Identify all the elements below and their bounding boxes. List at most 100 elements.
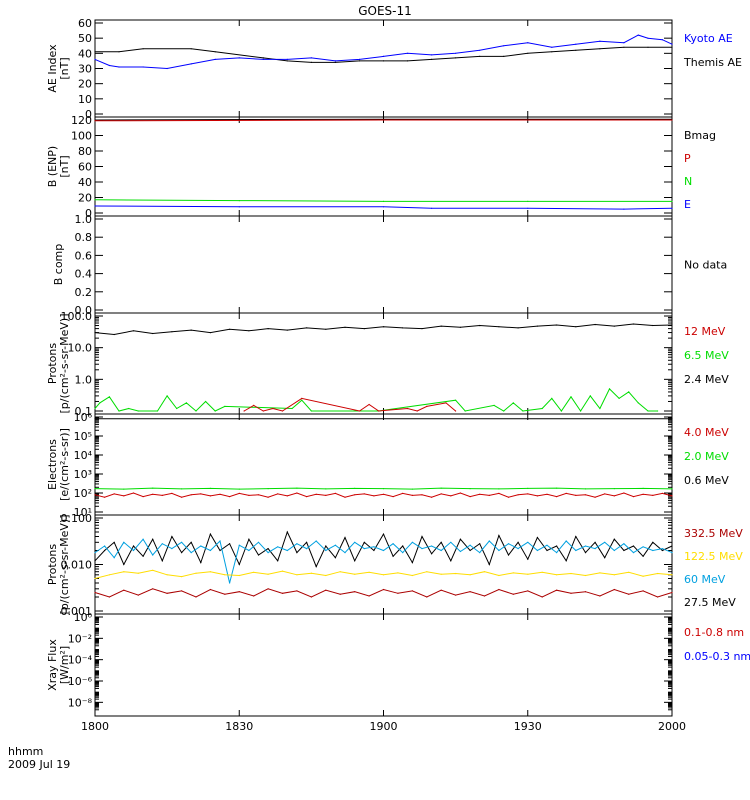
y-axis-label: Protons	[46, 544, 59, 585]
data-point	[411, 494, 413, 496]
data-point	[296, 492, 298, 494]
data-point	[142, 555, 144, 557]
data-point	[152, 332, 154, 335]
data-point	[267, 588, 269, 590]
data-point	[565, 540, 567, 542]
data-point	[354, 560, 356, 562]
data-point	[440, 541, 442, 543]
data-point	[618, 397, 620, 399]
data-point	[219, 493, 221, 495]
data-point	[190, 329, 192, 331]
data-point	[334, 544, 336, 546]
data-point	[632, 552, 635, 554]
data-point	[113, 493, 115, 495]
data-point	[556, 552, 558, 554]
data-point	[426, 596, 428, 598]
legend-entry: 332.5 MeV	[684, 527, 743, 540]
data-point	[306, 541, 308, 543]
data-point	[402, 327, 404, 329]
data-point	[479, 493, 481, 495]
data-point	[123, 571, 125, 573]
data-point	[671, 488, 673, 490]
y-tick-label: 10¹	[74, 506, 92, 519]
data-point	[556, 545, 558, 547]
y-tick-label: 1.0	[75, 373, 93, 386]
data-point	[195, 572, 197, 574]
legend-entry: 4.0 MeV	[684, 426, 729, 439]
data-point	[267, 552, 269, 554]
data-point	[440, 589, 442, 591]
chart-title: GOES-11	[358, 4, 412, 18]
data-point	[118, 66, 120, 68]
data-point	[637, 402, 639, 404]
y-tick-label: 100.0	[61, 310, 93, 323]
data-point	[642, 546, 644, 548]
data-point	[642, 575, 644, 577]
data-point	[392, 543, 394, 545]
data-point	[181, 488, 183, 490]
data-point	[488, 494, 490, 496]
data-point	[132, 549, 135, 552]
data-point	[661, 549, 664, 552]
data-point	[599, 407, 601, 410]
data-point	[382, 60, 385, 62]
data-point	[551, 51, 553, 53]
data-point	[373, 546, 375, 548]
data-point	[536, 549, 539, 552]
data-point	[94, 560, 96, 562]
data-point	[575, 535, 577, 538]
data-point	[358, 410, 361, 412]
data-point	[584, 552, 587, 554]
data-point	[94, 120, 96, 122]
panel-ae: 0 10 20 30 40 50 60 AE Index [nT] Kyoto AE Themis …	[46, 17, 742, 121]
series-line-kyoto-ae	[94, 34, 673, 70]
data-point	[200, 493, 202, 495]
data-point	[253, 571, 255, 573]
data-point	[248, 538, 250, 540]
data-point	[325, 574, 327, 577]
data-point	[238, 563, 240, 566]
data-point	[123, 563, 125, 566]
y-tick-label: 50	[78, 32, 92, 45]
data-point	[613, 588, 615, 591]
data-point	[166, 395, 168, 397]
data-point	[455, 399, 457, 401]
data-point	[142, 496, 144, 498]
data-point	[286, 329, 288, 331]
data-point	[623, 543, 625, 545]
data-point	[334, 60, 336, 62]
data-point	[224, 593, 226, 595]
data-point	[623, 42, 625, 44]
data-point	[310, 57, 312, 59]
data-point	[156, 410, 159, 412]
data-point	[166, 574, 168, 576]
data-point	[661, 548, 664, 550]
panel-frame	[94, 312, 673, 415]
data-point	[411, 562, 413, 564]
data-point	[642, 487, 644, 489]
y-axis-label: [p/(cm²-s-sr-MeV)]	[58, 515, 71, 615]
data-point	[637, 34, 639, 36]
legend-entry: E	[684, 198, 691, 211]
y-tick-label: 0	[85, 207, 92, 220]
data-point	[301, 397, 303, 399]
y-axis-label: [nT]	[58, 57, 71, 79]
data-point	[488, 540, 490, 542]
data-point	[257, 494, 260, 496]
data-point	[123, 541, 125, 543]
data-point	[556, 496, 558, 498]
data-point	[671, 545, 673, 547]
data-point	[527, 42, 529, 44]
data-point	[200, 545, 202, 547]
data-point	[431, 553, 433, 555]
legend-entry: No data	[684, 259, 727, 272]
data-point	[517, 494, 519, 496]
y-tick-label: 10⁻⁸	[68, 696, 93, 709]
y-tick-label: 10⁵	[74, 430, 92, 443]
data-point	[281, 570, 284, 572]
data-point	[392, 555, 394, 557]
data-point	[94, 418, 96, 420]
data-point	[450, 495, 452, 497]
data-point	[181, 552, 183, 554]
data-point	[267, 573, 269, 575]
